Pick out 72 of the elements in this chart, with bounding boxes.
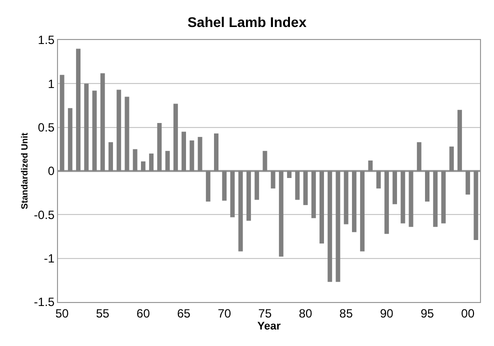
bar (287, 171, 292, 178)
bar (408, 171, 414, 227)
bar (157, 122, 162, 171)
bar (222, 171, 227, 201)
bar (100, 73, 105, 171)
x-tick-label: 80 (298, 306, 313, 320)
bar (238, 171, 243, 252)
bar (254, 171, 260, 200)
y-tick-label: 0 (48, 164, 55, 178)
y-tick-label: -0.5 (34, 208, 55, 222)
y-axis-title: Standardized Unit (19, 132, 30, 210)
bar (320, 171, 324, 244)
x-tick-label: 85 (339, 306, 354, 320)
bar (392, 171, 398, 204)
bar (92, 90, 97, 171)
x-tick-label: 75 (258, 306, 272, 320)
y-tick-label: 1 (48, 76, 55, 91)
bar (278, 171, 284, 257)
bar (384, 171, 389, 234)
y-tick-label: 0.5 (38, 120, 55, 135)
x-axis-title: Year (257, 320, 282, 333)
bar (132, 149, 138, 171)
bar (116, 90, 122, 171)
y-tick-label: -1 (44, 252, 55, 266)
bar (140, 161, 146, 171)
x-tick-label: 55 (96, 306, 110, 320)
bar (457, 110, 462, 171)
bar (60, 74, 64, 171)
y-tick-label: 1.5 (38, 33, 55, 48)
bar (303, 171, 308, 206)
x-tick-label: 95 (420, 306, 434, 320)
bar (84, 84, 89, 171)
x-tick-label: 50 (55, 306, 70, 320)
bar (68, 108, 72, 171)
bar (165, 150, 170, 171)
bar (270, 171, 276, 188)
bar (198, 136, 202, 171)
x-tick-label: 90 (380, 306, 394, 320)
bar (311, 171, 316, 218)
bar (190, 140, 194, 171)
bar (474, 171, 478, 240)
bar (214, 133, 218, 171)
chart-title: Sahel Lamb Index (187, 14, 307, 30)
bar (344, 171, 348, 224)
bar (182, 132, 186, 171)
bar (441, 171, 446, 224)
bar (108, 142, 113, 171)
bar (173, 104, 178, 171)
bar (368, 160, 373, 171)
bar (352, 171, 356, 232)
bar (295, 171, 300, 200)
bar (376, 171, 381, 188)
bar (433, 171, 438, 227)
bar (149, 154, 154, 171)
bar (425, 171, 430, 202)
bar (400, 171, 406, 224)
bar (416, 142, 422, 171)
bar (262, 150, 268, 171)
bar (449, 146, 454, 171)
y-tick-label: -1.5 (34, 295, 55, 310)
bar (360, 171, 365, 252)
bar (336, 171, 340, 282)
x-tick-label: 65 (177, 306, 191, 320)
bar (230, 171, 235, 218)
bar (466, 171, 470, 195)
x-tick-label: 60 (136, 306, 150, 320)
bar (206, 171, 210, 202)
x-tick-label: 70 (218, 306, 232, 320)
x-tick-label: 00 (461, 306, 475, 320)
bar (246, 171, 251, 221)
bar (328, 171, 332, 282)
bar (76, 48, 81, 171)
